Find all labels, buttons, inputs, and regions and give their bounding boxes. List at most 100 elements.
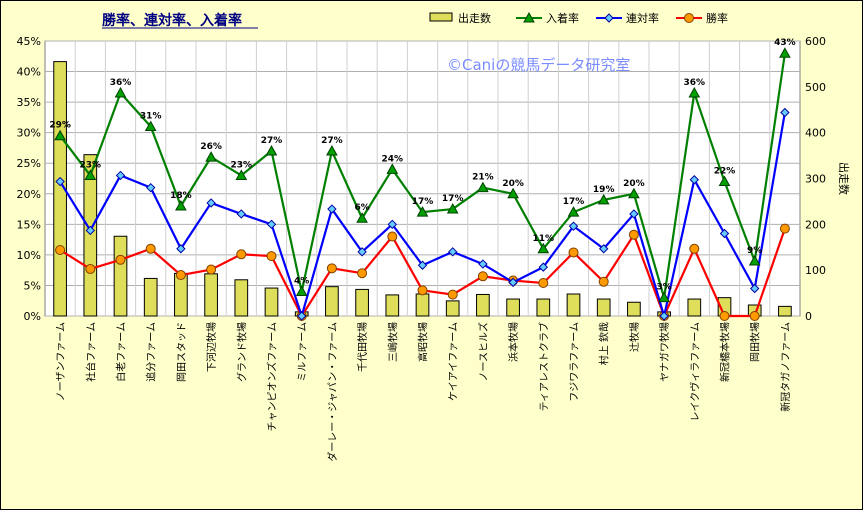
legend-label: 入着率	[546, 11, 579, 25]
marker-diamond	[749, 283, 760, 294]
data-label: 11%	[533, 234, 555, 244]
marker-triangle	[386, 163, 399, 174]
marker-diamond	[206, 198, 216, 208]
bar-2	[113, 235, 128, 317]
category-label: ノーザンファーム	[55, 322, 67, 401]
data-label: 36%	[110, 78, 132, 88]
legend-label: 勝率	[706, 11, 728, 25]
category-label: ダーレー・ジャパン・ファーム	[326, 322, 339, 462]
marker-diamond	[719, 228, 730, 239]
marker-diamond	[478, 259, 488, 269]
marker-diamond	[780, 107, 790, 118]
data-label: 19%	[593, 185, 615, 195]
category-label: ヤナガワ牧場	[658, 322, 671, 382]
marker-triangle	[235, 169, 248, 180]
y-axis-left: 0% 5% 10% 15% 20% 25% 30% 35% 40% 45%	[17, 35, 41, 323]
data-label: 3%	[656, 283, 671, 293]
bar-3	[143, 277, 158, 317]
category-label: 高昭牧場	[417, 322, 430, 362]
marker-triangle	[205, 151, 217, 162]
watermark: ©Caniの競馬データ研究室	[447, 56, 630, 74]
data-label: 6%	[354, 203, 369, 213]
marker-circle	[689, 243, 700, 254]
bar-14	[476, 293, 490, 317]
data-label: 17%	[563, 197, 585, 207]
marker-circle	[206, 264, 217, 275]
marker-circle	[568, 247, 579, 258]
bar-10	[355, 288, 369, 317]
bar-1	[83, 154, 98, 317]
marker-circle	[417, 285, 428, 296]
data-label: 27%	[261, 136, 283, 146]
marker-triangle	[265, 144, 278, 156]
marker-triangle	[446, 203, 459, 214]
legend-label: 連対率	[626, 11, 659, 25]
marker-circle	[719, 311, 730, 321]
bar-13	[445, 300, 460, 317]
marker-triangle	[507, 187, 519, 199]
category-label: 千代田牧場	[356, 322, 369, 372]
marker-diamond	[447, 247, 458, 257]
marker-triangle	[54, 129, 66, 141]
marker-diamond	[689, 175, 700, 185]
y2-tick-label: 400	[805, 127, 826, 140]
category-label: フジワラファーム	[569, 322, 581, 402]
marker-triangle	[356, 212, 368, 223]
marker-circle	[266, 251, 277, 262]
category-label: 新冠タガノファーム	[779, 322, 792, 412]
marker-diamond	[296, 311, 307, 321]
marker-triangle	[597, 193, 610, 205]
marker-circle	[538, 278, 549, 288]
category-label: ティアレストクラブ	[537, 322, 550, 411]
marker-diamond	[55, 176, 65, 187]
category-label: 村上 欽哉	[598, 322, 611, 365]
marker-circle	[447, 289, 458, 300]
data-label: 18%	[170, 191, 192, 201]
data-label: 22%	[714, 167, 736, 177]
category-label: 岡田牧場	[749, 322, 762, 362]
bar-24	[778, 305, 792, 317]
data-label: 31%	[140, 112, 162, 122]
marker-circle	[357, 268, 368, 279]
bar-7	[264, 287, 279, 317]
marker-triangle	[718, 175, 731, 187]
marker-diamond	[145, 182, 156, 193]
marker-triangle	[658, 291, 670, 303]
category-label: ケイアイファーム	[448, 322, 460, 401]
data-label: 21%	[472, 173, 494, 183]
marker-circle	[236, 249, 247, 260]
data-label: 36%	[684, 78, 706, 88]
y-tick-label: 35%	[17, 96, 41, 109]
legend-marker-diamond	[604, 13, 614, 23]
line-series	[54, 47, 791, 321]
category-label: レイクヴィラファーム	[688, 322, 701, 422]
marker-triangle	[477, 181, 489, 193]
marker-diamond	[327, 204, 337, 214]
y2-tick-label: 300	[805, 173, 826, 186]
marker-circle	[477, 271, 488, 282]
y-tick-label: 25%	[17, 157, 41, 170]
marker-diamond	[387, 219, 398, 230]
marker-circle	[55, 245, 66, 255]
y2-tick-label: 500	[805, 81, 826, 94]
marker-diamond	[598, 244, 609, 254]
bar-19	[627, 301, 641, 317]
category-label: チャンピオンズファーム	[266, 322, 279, 431]
category-label: 下河辺牧場	[205, 322, 218, 372]
marker-circle	[598, 276, 609, 287]
y-axis-right: 0 100 200 300 400 500 600	[805, 35, 826, 323]
legend-marker-circle	[684, 13, 694, 23]
marker-triangle	[567, 206, 580, 217]
data-labels: 29% 23% 36% 31% 18% 26% 23% 27% 4% 27% 6% 24% 17% 17%…	[49, 38, 795, 292]
marker-triangle	[295, 285, 308, 297]
marker-diamond	[236, 209, 247, 219]
marker-diamond	[629, 209, 639, 219]
x-axis-categories: ノーザンファーム 社台ファーム 白老ファーム 追分ファーム 岡田スタッド 下河辺牧場 グラン…	[55, 322, 792, 462]
y2-tick-label: 100	[805, 264, 826, 277]
legend-label: 出走数	[458, 11, 491, 25]
y-tick-label: 20%	[17, 188, 41, 201]
marker-triangle	[779, 47, 791, 58]
marker-circle	[779, 223, 790, 234]
marker-diamond	[508, 277, 518, 288]
